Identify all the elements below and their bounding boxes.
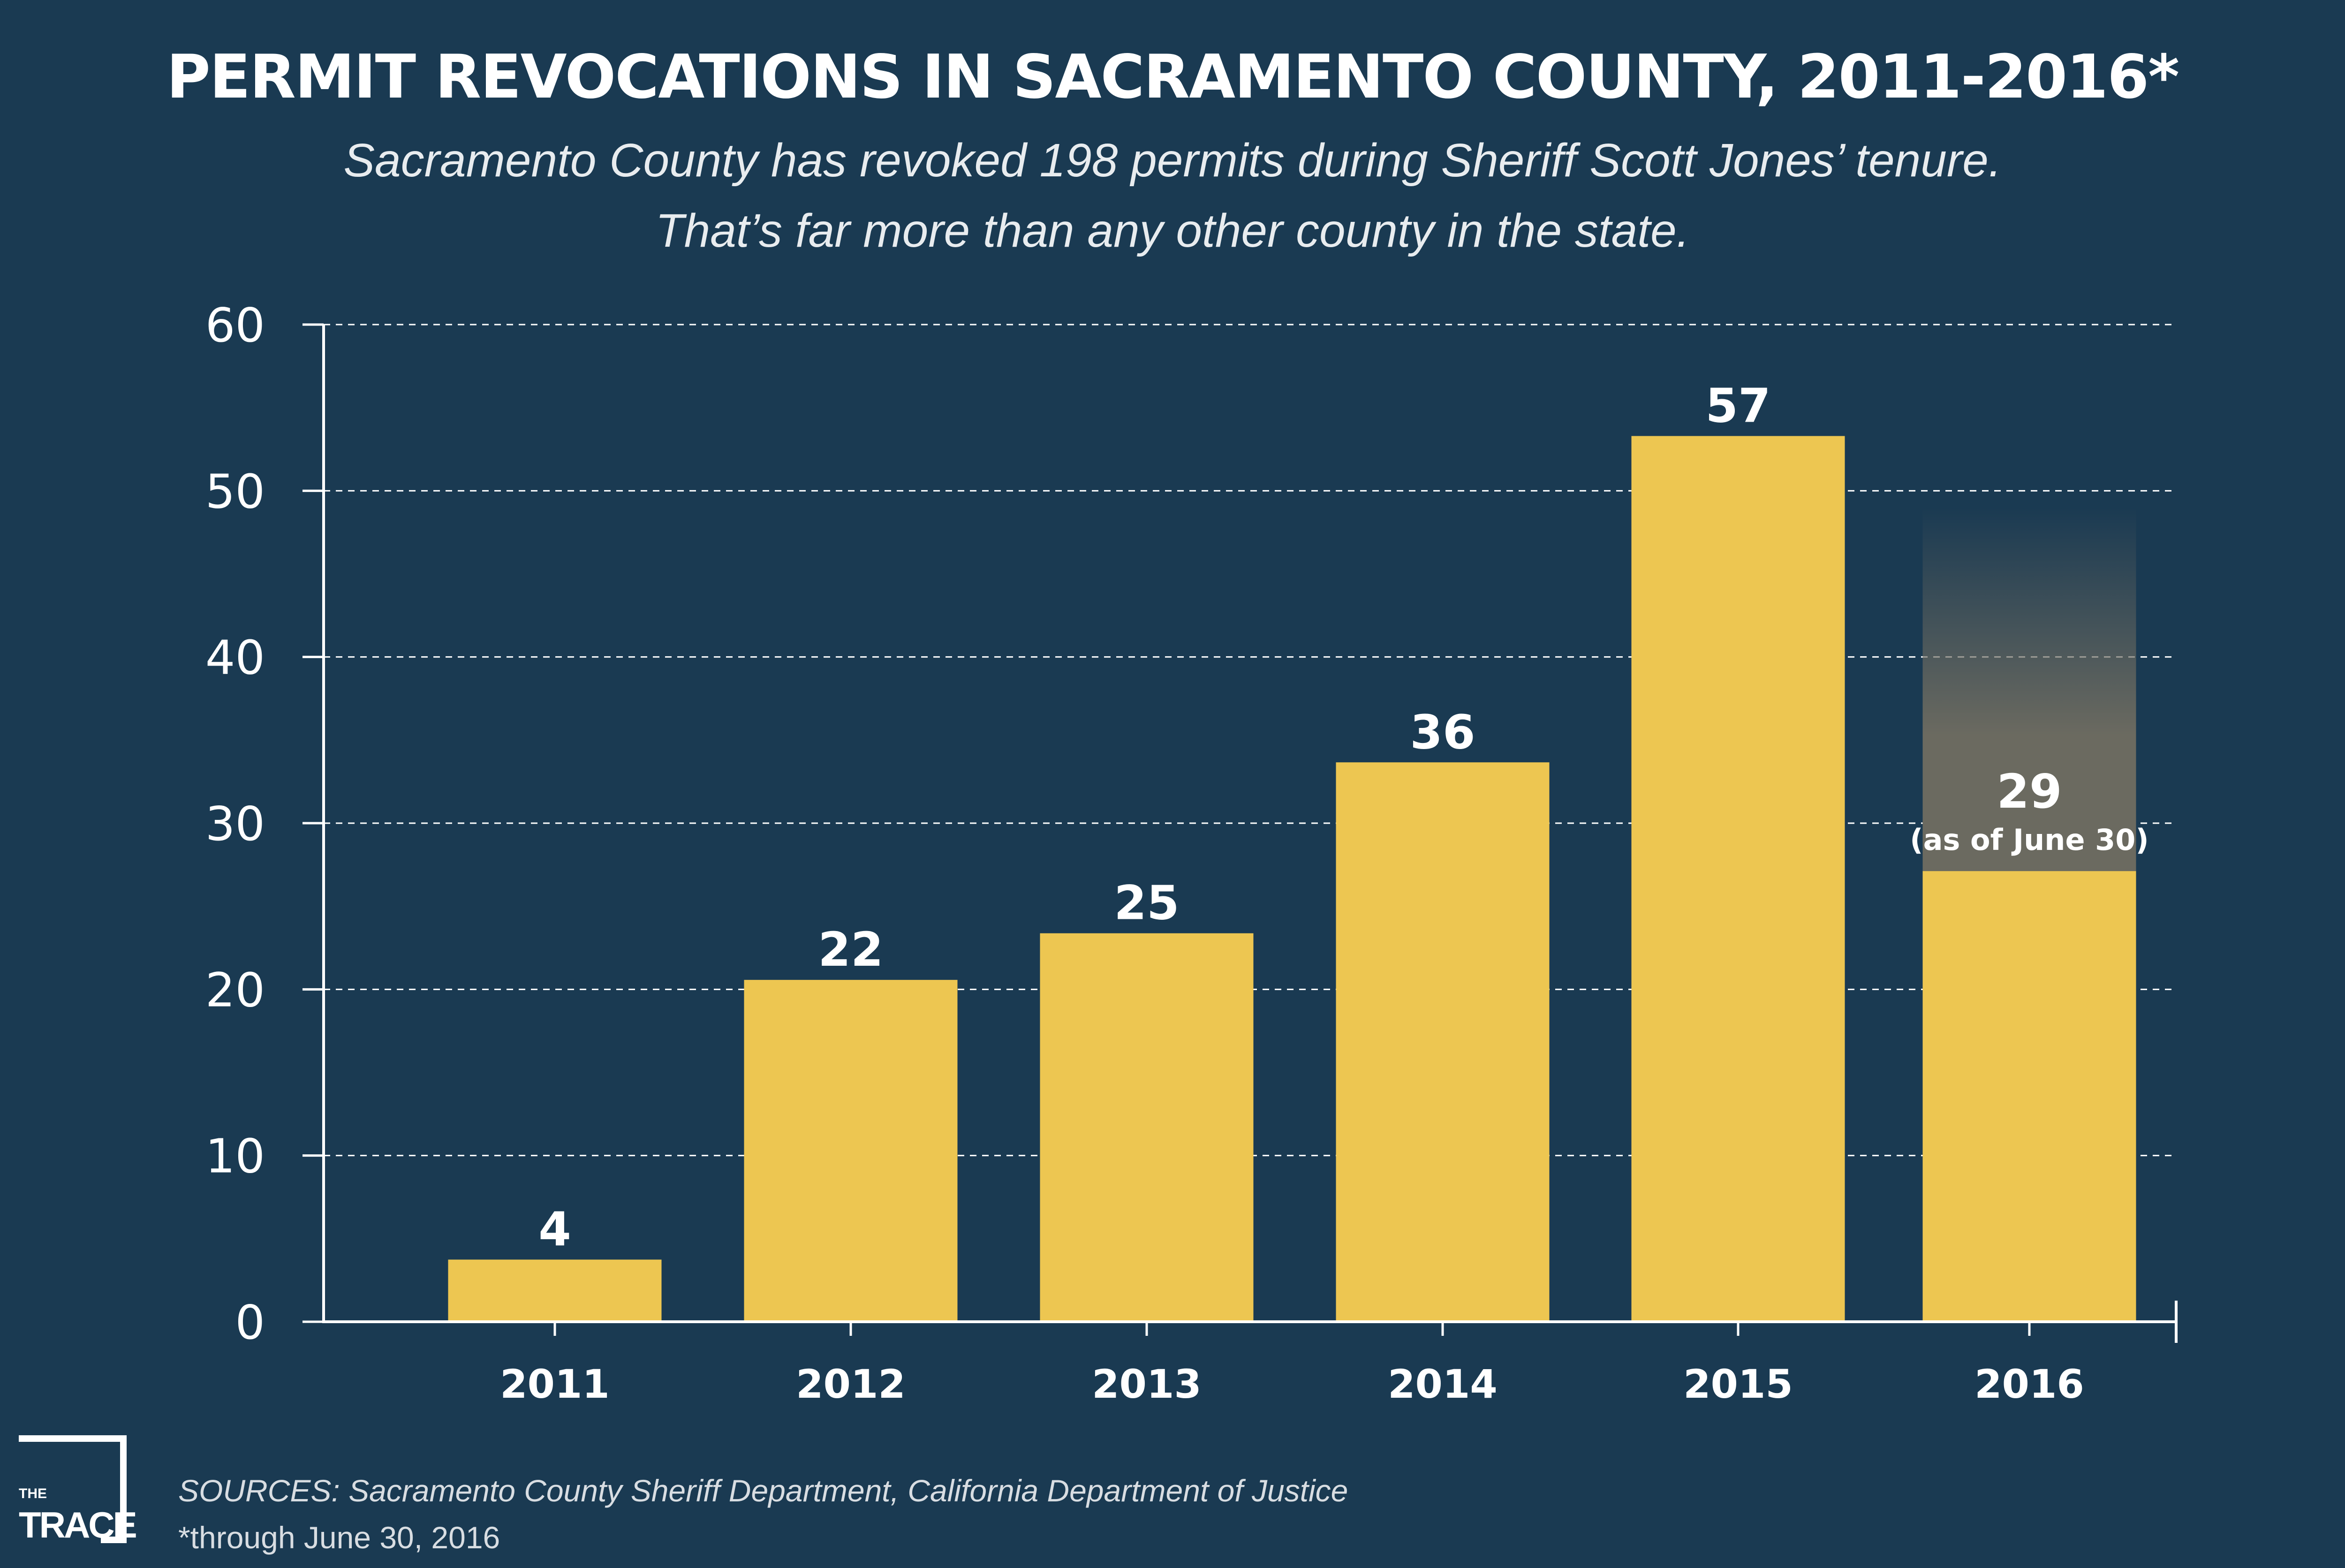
x-tick-label: 2012 — [796, 1361, 906, 1407]
logo-bar-horizontal — [101, 1537, 127, 1543]
y-tick-label: 20 — [205, 962, 265, 1017]
logo-text-small: THE — [19, 1486, 47, 1501]
bar-2016 — [1922, 871, 2136, 1322]
bar-2013 — [1040, 933, 1254, 1322]
sources-note: SOURCES: Sacramento County Sheriff Depar… — [178, 1473, 1348, 1508]
data-label-2016: 29 — [1997, 764, 2062, 819]
data-label-2012: 22 — [818, 922, 883, 977]
bar-2012 — [744, 980, 958, 1322]
y-tick-label: 10 — [205, 1129, 265, 1184]
data-label-2015: 57 — [1705, 379, 1770, 433]
x-tick-label: 2015 — [1683, 1361, 1793, 1407]
chart-title: PERMIT REVOCATIONS IN SACRAMENTO COUNTY,… — [166, 42, 2179, 112]
x-tick-label: 2013 — [1092, 1361, 1202, 1407]
chart-subtitle-line-1: Sacramento County has revoked 198 permit… — [343, 134, 2002, 187]
x-tick-label: 2016 — [1974, 1361, 2084, 1407]
bar-2011 — [448, 1259, 662, 1322]
y-tick-label: 0 — [235, 1295, 265, 1350]
y-tick-label: 50 — [205, 464, 265, 519]
data-label-2011: 4 — [538, 1202, 571, 1257]
chart-subtitle-line-2: That’s far more than any other county in… — [655, 205, 1690, 257]
y-tick-label: 40 — [205, 630, 265, 685]
bar-2014 — [1336, 762, 1550, 1322]
y-tick-label: 30 — [205, 796, 265, 851]
logo-bar-vertical — [120, 1501, 127, 1543]
data-label-note-2016: (as of June 30) — [1910, 823, 2148, 857]
the-trace-logo: THE TRACE — [19, 1435, 137, 1553]
bar-2015 — [1631, 436, 1845, 1322]
y-tick-label: 60 — [205, 298, 265, 353]
x-tick-label: 2014 — [1388, 1361, 1498, 1407]
data-label-2013: 25 — [1114, 876, 1179, 931]
x-tick-label: 2011 — [500, 1361, 610, 1407]
footnote: *through June 30, 2016 — [178, 1520, 500, 1555]
data-label-2014: 36 — [1410, 704, 1475, 759]
